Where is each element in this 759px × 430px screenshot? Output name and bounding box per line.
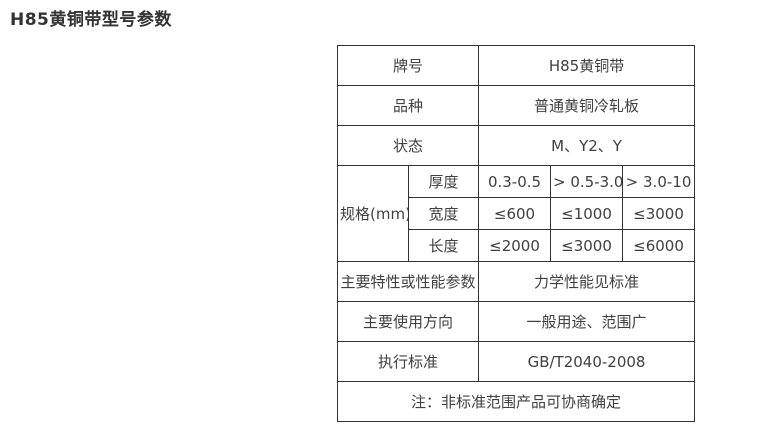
spec-label-thickness: 厚度 bbox=[407, 165, 480, 198]
spec-label-length: 长度 bbox=[407, 229, 480, 262]
table-row-grade: 牌号 H85黄铜带 bbox=[336, 45, 696, 86]
table-row-note: 注：非标准范围产品可协商确定 bbox=[336, 381, 696, 422]
row-value-state: M、Y2、Y bbox=[478, 125, 696, 166]
spec-width-value-2: ≤1000 bbox=[550, 197, 624, 230]
table-row-features: 主要特性或性能参数 力学性能见标准 bbox=[336, 261, 696, 302]
table-row-state: 状态 M、Y2、Y bbox=[336, 125, 696, 166]
row-label-variety: 品种 bbox=[336, 85, 480, 126]
row-label-standard: 执行标准 bbox=[336, 341, 480, 382]
spec-table-container: 牌号 H85黄铜带 品种 普通黄铜冷轧板 状态 M、Y2、Y 规格(mm) 厚度… bbox=[336, 45, 696, 422]
table-row-variety: 品种 普通黄铜冷轧板 bbox=[336, 85, 696, 126]
table-row-thickness: 规格(mm) 厚度 0.3-0.5 > 0.5-3.0 > 3.0-10 bbox=[337, 165, 696, 262]
row-value-usage: 一般用途、范围广 bbox=[478, 301, 696, 342]
spec-length-value-1: ≤2000 bbox=[478, 229, 552, 262]
row-label-state: 状态 bbox=[336, 125, 480, 166]
table-row-length: 长度 ≤2000 ≤3000 ≤6000 bbox=[338, 229, 696, 262]
spec-width-value-1: ≤600 bbox=[478, 197, 552, 230]
spec-thickness-value-1: 0.3-0.5 bbox=[478, 165, 552, 198]
table-row-usage: 主要使用方向 一般用途、范围广 bbox=[336, 301, 696, 342]
spec-group-label: 规格(mm) bbox=[337, 165, 409, 262]
row-value-grade: H85黄铜带 bbox=[478, 45, 696, 86]
spec-width-value-3: ≤3000 bbox=[622, 197, 696, 230]
spec-table: 牌号 H85黄铜带 品种 普通黄铜冷轧板 状态 M、Y2、Y 规格(mm) 厚度… bbox=[336, 45, 696, 422]
row-value-standard: GB/T2040-2008 bbox=[478, 341, 696, 382]
row-label-grade: 牌号 bbox=[336, 45, 480, 86]
note-cell: 注：非标准范围产品可协商确定 bbox=[336, 381, 696, 422]
spec-length-value-2: ≤3000 bbox=[550, 229, 624, 262]
spec-thickness-value-2: > 0.5-3.0 bbox=[550, 165, 624, 198]
table-row-standard: 执行标准 GB/T2040-2008 bbox=[336, 341, 696, 382]
row-value-features: 力学性能见标准 bbox=[478, 261, 696, 302]
spec-length-value-3: ≤6000 bbox=[622, 229, 696, 262]
row-value-variety: 普通黄铜冷轧板 bbox=[478, 85, 696, 126]
table-row-width: 宽度 ≤600 ≤1000 ≤3000 bbox=[338, 197, 696, 230]
row-label-features: 主要特性或性能参数 bbox=[336, 261, 480, 302]
page-title: H85黄铜带型号参数 bbox=[10, 10, 172, 30]
row-label-usage: 主要使用方向 bbox=[336, 301, 480, 342]
spec-thickness-value-3: > 3.0-10 bbox=[622, 165, 696, 198]
spec-label-width: 宽度 bbox=[407, 197, 480, 230]
